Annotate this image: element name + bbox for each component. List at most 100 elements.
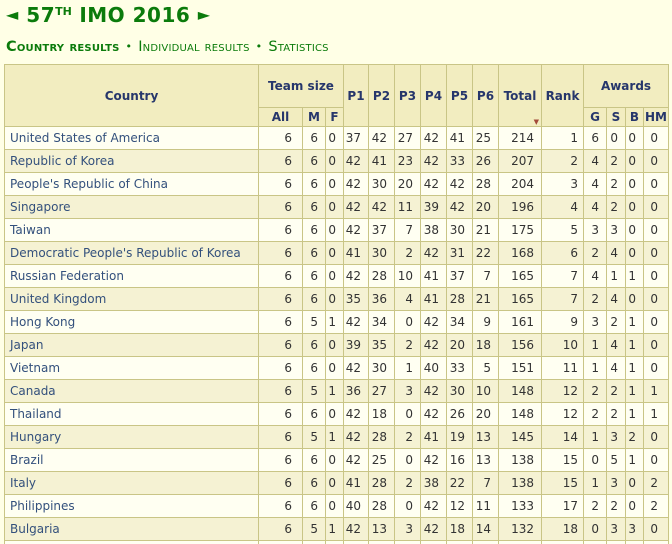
p5-cell: 37 [446, 264, 473, 288]
country-link[interactable]: United Kingdom [10, 292, 107, 306]
p2-cell: 27 [368, 379, 395, 403]
country-link[interactable]: Japan [10, 338, 44, 352]
total-cell: 175 [498, 218, 542, 242]
empty-cell [643, 540, 669, 544]
column-header-gold[interactable]: G [583, 107, 607, 127]
p1-cell: 42 [343, 149, 369, 173]
empty-cell [446, 540, 473, 544]
country-link[interactable]: Russian Federation [10, 269, 124, 283]
b-cell: 1 [625, 379, 644, 403]
country-link[interactable]: Singapore [10, 200, 71, 214]
column-header-rank[interactable]: Rank [541, 64, 584, 127]
b-cell: 0 [625, 287, 644, 311]
country-cell: Hong Kong [4, 310, 259, 334]
rank-cell: 14 [541, 425, 584, 449]
column-header-team-size: Team size [258, 64, 344, 108]
p1-cell: 41 [343, 471, 369, 495]
country-link[interactable]: Taiwan [10, 223, 51, 237]
country-link[interactable]: United States of America [10, 131, 160, 145]
s-cell: 2 [606, 494, 626, 518]
column-header-female[interactable]: F [325, 107, 344, 127]
column-header-all[interactable]: All [258, 107, 303, 127]
b-cell: 1 [625, 356, 644, 380]
empty-cell [343, 540, 369, 544]
column-header-total[interactable]: Total ▼ [498, 64, 542, 127]
p4-cell: 42 [420, 126, 447, 150]
m-cell: 6 [302, 241, 326, 265]
nav-individual-results[interactable]: Individual results [138, 39, 250, 55]
all-cell: 6 [258, 356, 303, 380]
g-cell: 3 [583, 218, 607, 242]
country-link[interactable]: Canada [10, 384, 56, 398]
s-cell: 4 [606, 333, 626, 357]
nav-statistics[interactable]: Statistics [268, 39, 329, 55]
hm-cell: 1 [643, 379, 669, 403]
column-header-male[interactable]: M [302, 107, 326, 127]
country-link[interactable]: Hungary [10, 430, 62, 444]
column-header-p3[interactable]: P3 [394, 64, 421, 127]
country-link[interactable]: People's Republic of China [10, 177, 168, 191]
nav-country-results[interactable]: Country results [6, 39, 120, 55]
country-link[interactable]: Vietnam [10, 361, 61, 375]
country-link[interactable]: Hong Kong [10, 315, 76, 329]
p6-cell: 9 [472, 310, 499, 334]
country-link[interactable]: Bulgaria [10, 522, 60, 536]
empty-cell [325, 540, 344, 544]
rank-cell: 9 [541, 310, 584, 334]
country-cell: Republic of Korea [4, 149, 259, 173]
country-link[interactable]: Philippines [10, 499, 75, 513]
g-cell: 2 [583, 494, 607, 518]
page-title-text: 57TH IMO 2016 [26, 3, 191, 27]
country-cell: United Kingdom [4, 287, 259, 311]
country-results-table: Country Team size P1 P2 P3 P4 P5 P6 Tota… [4, 64, 669, 544]
country-link[interactable]: Democratic People's Republic of Korea [10, 246, 241, 260]
country-cell: Japan [4, 333, 259, 357]
p5-cell: 42 [446, 195, 473, 219]
g-cell: 0 [583, 517, 607, 541]
next-imo-arrow-icon[interactable]: ► [197, 5, 211, 24]
empty-cell [583, 540, 607, 544]
country-link[interactable]: Italy [10, 476, 37, 490]
column-header-p4[interactable]: P4 [420, 64, 447, 127]
p3-cell: 2 [394, 425, 421, 449]
p3-cell: 1 [394, 356, 421, 380]
all-cell: 6 [258, 448, 303, 472]
column-header-country[interactable]: Country [4, 64, 259, 127]
p5-cell: 19 [446, 425, 473, 449]
f-cell: 0 [325, 333, 344, 357]
m-cell: 5 [302, 310, 326, 334]
g-cell: 0 [583, 448, 607, 472]
country-link[interactable]: Thailand [10, 407, 62, 421]
table-row: United Kingdom 6 6 0 35 36 4 41 28 21 165 7 2 4 0 0 [4, 287, 669, 311]
p3-cell: 4 [394, 287, 421, 311]
country-link[interactable]: Brazil [10, 453, 44, 467]
p3-cell: 2 [394, 333, 421, 357]
p6-cell: 22 [472, 241, 499, 265]
p5-cell: 22 [446, 471, 473, 495]
column-header-p2[interactable]: P2 [368, 64, 395, 127]
column-header-p1[interactable]: P1 [343, 64, 369, 127]
column-header-honourable-mention[interactable]: HM [643, 107, 669, 127]
column-header-silver[interactable]: S [606, 107, 626, 127]
p5-cell: 33 [446, 356, 473, 380]
table-row: Taiwan 6 6 0 42 37 7 38 30 21 175 5 3 3 0 0 [4, 218, 669, 242]
m-cell: 6 [302, 264, 326, 288]
table-row-partial [4, 540, 669, 544]
p1-cell: 36 [343, 379, 369, 403]
p6-cell: 20 [472, 195, 499, 219]
table-row: United States of America 6 6 0 37 42 27 42 41 25 2… [4, 126, 669, 150]
previous-imo-arrow-icon[interactable]: ◄ [6, 5, 19, 24]
g-cell: 2 [583, 241, 607, 265]
g-cell: 2 [583, 379, 607, 403]
column-header-bronze[interactable]: B [625, 107, 644, 127]
column-header-p5[interactable]: P5 [446, 64, 473, 127]
p2-cell: 28 [368, 264, 395, 288]
column-header-p6[interactable]: P6 [472, 64, 499, 127]
rank-cell: 11 [541, 356, 584, 380]
hm-cell: 2 [643, 494, 669, 518]
all-cell: 6 [258, 310, 303, 334]
s-cell: 2 [606, 195, 626, 219]
country-link[interactable]: Republic of Korea [10, 154, 115, 168]
p4-cell: 42 [420, 333, 447, 357]
table-row: Japan 6 6 0 39 35 2 42 20 18 156 10 1 4 1 0 [4, 333, 669, 357]
